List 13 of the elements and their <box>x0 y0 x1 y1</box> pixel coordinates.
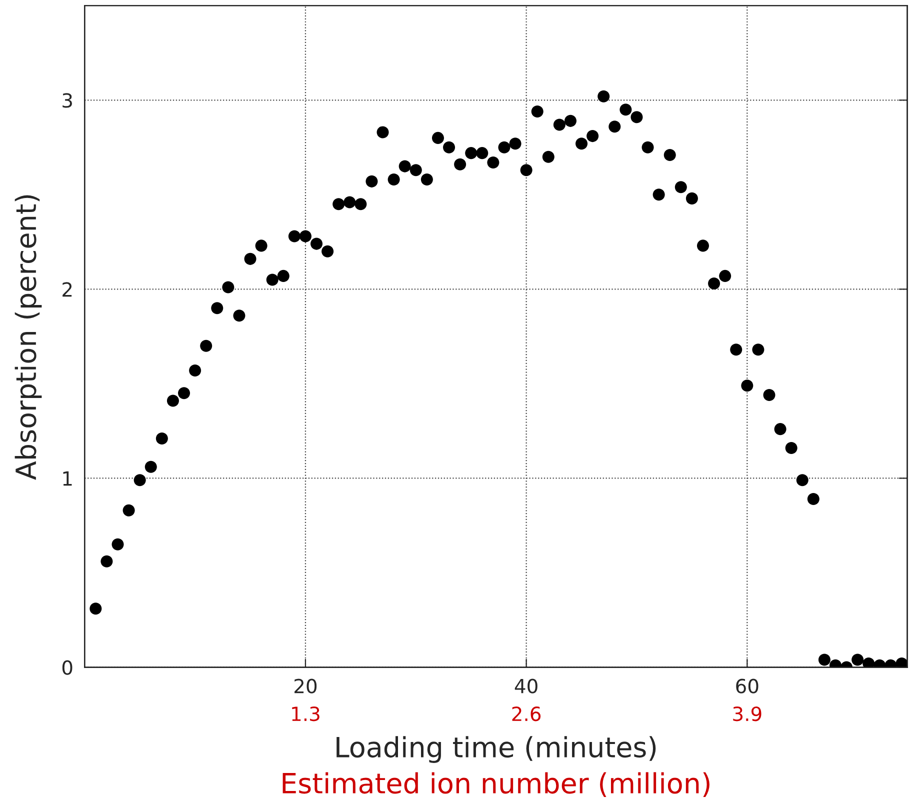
x2-tick-label: 3.9 <box>733 706 762 722</box>
y-tick-label: 0 <box>62 660 72 675</box>
x2-axis-title: Estimated ion number (million) <box>282 772 710 797</box>
x2-tick-label: 1.3 <box>292 706 320 722</box>
x2-tick-label: 2.6 <box>512 706 541 722</box>
x-tick-label: 40 <box>514 678 538 694</box>
x-axis-title: Loading time (minutes) <box>336 736 656 763</box>
y-axis-title: Absorption (percent) <box>14 195 42 480</box>
x-tick-label: 60 <box>736 678 758 694</box>
y-tick-label: 3 <box>62 93 72 108</box>
y-tick-label: 1 <box>63 471 72 486</box>
y-tick-label: 2 <box>62 282 72 297</box>
x-tick-label: 20 <box>294 678 317 694</box>
